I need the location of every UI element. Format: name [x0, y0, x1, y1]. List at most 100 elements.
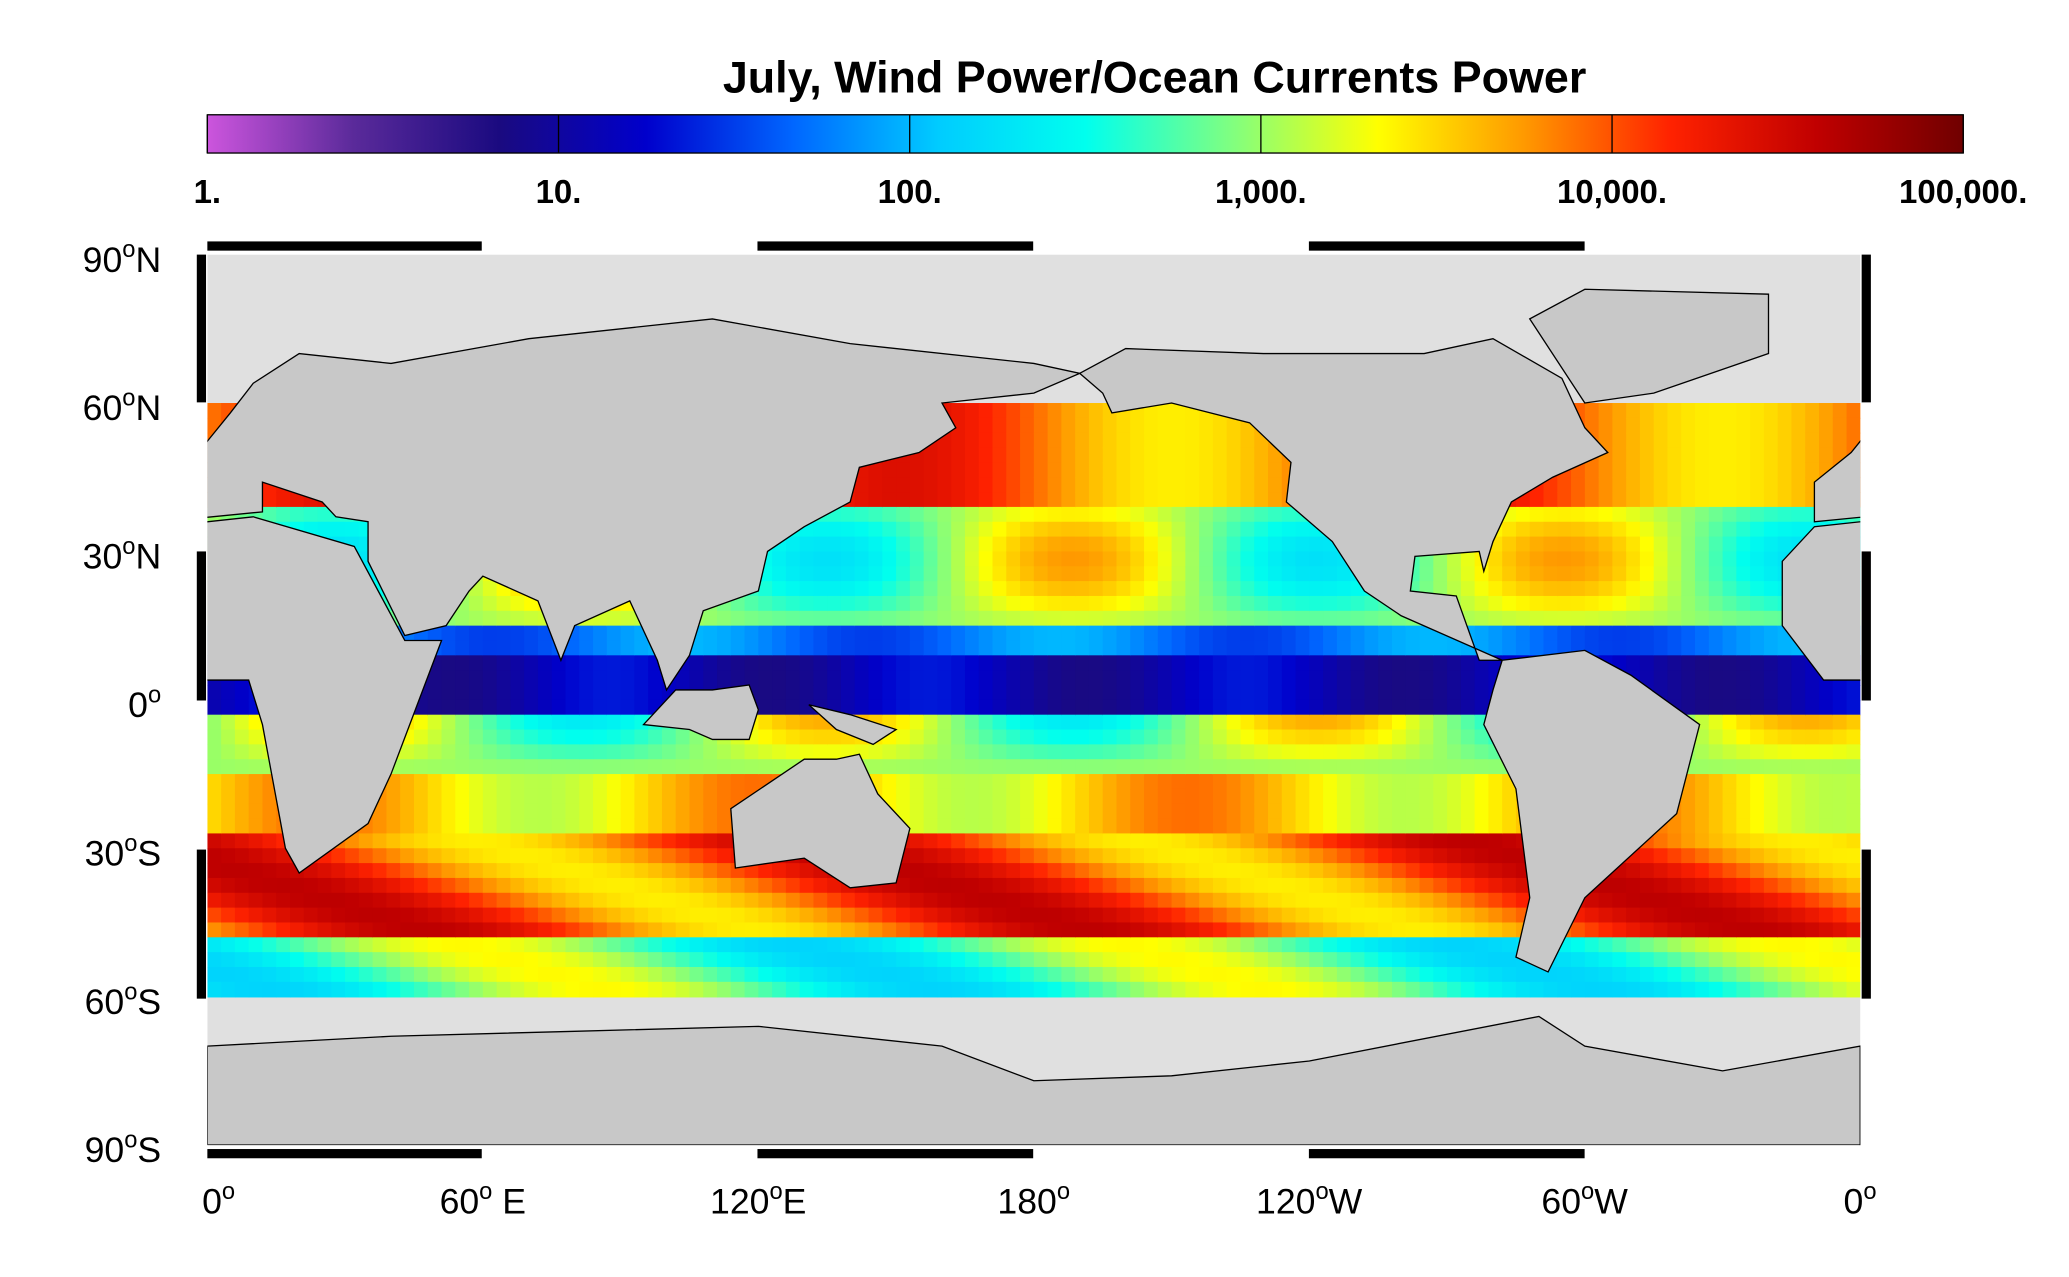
heat-cell — [854, 685, 870, 701]
heat-cell — [1626, 655, 1641, 671]
heat-cell — [1295, 877, 1311, 894]
heat-cell — [413, 774, 429, 790]
heat-cell — [1571, 595, 1586, 612]
heat-cell — [1708, 803, 1724, 820]
heat-cell — [978, 729, 994, 746]
heat-cell — [992, 595, 1008, 612]
heat-cell — [1681, 922, 1696, 939]
heat-cell — [400, 833, 415, 850]
heat-cell — [1750, 729, 1765, 746]
heat-cell — [1750, 744, 1765, 760]
heat-cell — [1144, 848, 1159, 864]
heat-cell — [1102, 848, 1118, 864]
heat-cell — [1047, 640, 1063, 657]
heat-cell — [1047, 566, 1063, 582]
heat-cell — [234, 892, 250, 909]
heat-cell — [937, 729, 952, 746]
heat-cell — [1612, 892, 1627, 909]
heat-cell — [1006, 655, 1021, 671]
heat-cell — [1846, 937, 1861, 953]
heat-cell — [1171, 462, 1187, 479]
heat-cell — [1791, 922, 1807, 939]
heat-cell — [1185, 595, 1200, 612]
heat-cell — [1295, 699, 1311, 716]
heat-cell — [1268, 803, 1283, 820]
heat-cell — [1075, 477, 1090, 493]
heat-cell — [854, 551, 870, 568]
heat-cell — [496, 907, 512, 924]
heat-cell — [510, 655, 525, 671]
heat-cell — [400, 981, 415, 998]
heat-cell — [1433, 566, 1448, 582]
heat-cell — [1681, 981, 1696, 998]
heat-cell — [896, 774, 911, 790]
heat-cell — [1254, 922, 1269, 939]
heat-cell — [1474, 907, 1490, 924]
heat-cell — [1061, 818, 1076, 835]
heat-cell — [1116, 536, 1132, 553]
heat-cell — [840, 536, 856, 553]
heat-cell — [978, 447, 994, 464]
heat-cell — [937, 714, 952, 731]
heat-cell — [455, 877, 470, 894]
heat-cell — [978, 462, 994, 479]
heat-cell — [524, 907, 539, 924]
heat-cell — [1020, 981, 1035, 998]
heat-cell — [868, 892, 884, 909]
heat-cell — [1075, 744, 1090, 760]
heat-cell — [840, 907, 856, 924]
heat-cell — [1020, 417, 1035, 434]
heat-cell — [1391, 952, 1407, 968]
heat-cell — [785, 877, 801, 894]
heat-cell — [1777, 966, 1793, 983]
heat-cell — [1061, 685, 1076, 701]
heat-cell — [579, 655, 594, 671]
heat-cell — [455, 937, 470, 953]
heat-cell — [537, 966, 553, 983]
heat-cell — [1268, 685, 1283, 701]
heat-cell — [1681, 492, 1696, 508]
heat-cell — [1323, 922, 1338, 939]
heat-cell — [1474, 729, 1490, 746]
heat-cell — [951, 803, 966, 820]
heat-cell — [303, 981, 319, 998]
frame-bars — [196, 241, 1871, 1159]
heat-cell — [1350, 670, 1366, 686]
heat-cell — [1102, 610, 1118, 627]
heat-cell — [565, 670, 581, 686]
heat-cell — [1226, 922, 1242, 939]
heat-cell — [427, 937, 443, 953]
heat-cell — [827, 670, 842, 686]
heat-cell — [482, 774, 498, 790]
heat-cell — [1268, 581, 1283, 597]
heat-cell — [234, 952, 250, 968]
heat-cell — [1033, 536, 1049, 553]
heat-cell — [1667, 640, 1683, 657]
heat-cell — [1116, 699, 1132, 716]
heat-cell — [1791, 759, 1807, 775]
heat-cell — [703, 833, 718, 850]
heat-cell — [482, 788, 498, 805]
heat-cell — [1571, 922, 1586, 939]
axis-label: 60oS — [85, 979, 162, 1022]
heat-cell — [386, 922, 401, 939]
heat-cell — [1736, 848, 1751, 864]
heat-cell — [785, 744, 801, 760]
heat-cell — [1653, 477, 1669, 493]
heat-cell — [1832, 729, 1848, 746]
heat-cell — [1102, 981, 1118, 998]
heat-cell — [1350, 595, 1366, 612]
heat-cell — [496, 803, 512, 820]
heat-cell — [1433, 863, 1448, 879]
heat-cell — [1598, 492, 1614, 508]
heat-cell — [537, 729, 553, 746]
heat-cell — [703, 788, 718, 805]
heat-cell — [951, 907, 966, 924]
heat-cell — [1750, 610, 1765, 627]
heat-cell — [1020, 892, 1035, 909]
heat-cell — [1199, 937, 1214, 953]
heat-cell — [1364, 640, 1380, 657]
heat-cell — [896, 803, 911, 820]
heat-cell — [1116, 462, 1132, 479]
heat-cell — [1309, 685, 1324, 701]
